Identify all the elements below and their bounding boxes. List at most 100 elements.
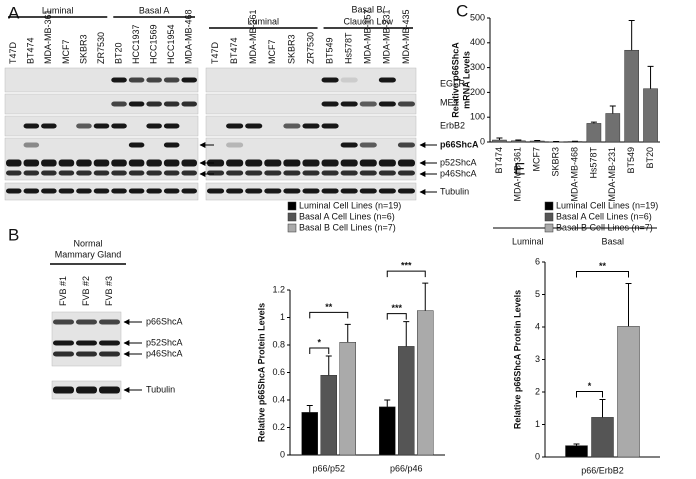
x-tick-label: BT474 xyxy=(494,147,504,174)
blot-band xyxy=(359,170,377,176)
bar xyxy=(565,445,588,458)
legend-swatch xyxy=(287,223,297,233)
lane-label: MDA-MB-468 xyxy=(184,9,194,64)
y-tick-label: 0.6 xyxy=(272,367,285,377)
blot-band xyxy=(128,188,145,194)
y-tick-label: 1 xyxy=(280,312,285,322)
lane-label: Hs578T xyxy=(344,32,354,64)
blot-band xyxy=(58,170,75,176)
group-label: Basal A xyxy=(139,5,170,15)
blot-band xyxy=(41,159,57,167)
blot-band xyxy=(76,340,97,346)
legend-label: Basal A Cell Lines (n=6) xyxy=(299,211,395,221)
lane-label: BT20 xyxy=(113,42,123,64)
blot-band xyxy=(58,188,75,194)
significance-bracket xyxy=(309,347,330,354)
legend-swatch xyxy=(544,201,554,211)
blot-band xyxy=(283,170,301,176)
y-axis-label: Relative p66ShcA xyxy=(450,42,460,118)
blot-band xyxy=(76,123,92,129)
legend-swatch xyxy=(544,223,554,233)
blot-band xyxy=(128,159,145,167)
lane-label: T47D xyxy=(210,41,220,64)
x-tick-label: MDA-MB-361 xyxy=(513,147,523,202)
blot-band xyxy=(283,188,301,194)
lane-label: FVB #1 xyxy=(58,276,68,306)
blot-band xyxy=(359,188,377,194)
blot-band xyxy=(58,159,75,167)
y-tick-label: 300 xyxy=(470,62,485,72)
lane-label: HCC1569 xyxy=(149,24,159,64)
blot-band xyxy=(397,142,415,148)
blot-band xyxy=(340,170,358,176)
error-bar xyxy=(625,282,632,327)
blot-band xyxy=(23,170,40,176)
error-bar xyxy=(609,105,616,114)
blot-band xyxy=(245,159,263,167)
lane-label: BT474 xyxy=(26,37,36,64)
significance-bracket xyxy=(309,311,349,319)
blot-band xyxy=(181,188,197,194)
blot-band xyxy=(283,123,301,129)
x-tick-label: MDA-MB-468 xyxy=(569,147,579,202)
blot-band xyxy=(321,101,339,107)
blot-band xyxy=(359,159,377,167)
blot-band xyxy=(321,123,339,129)
blot-band xyxy=(340,188,358,194)
error-bar xyxy=(344,323,351,343)
blot-band xyxy=(93,188,110,194)
blot-band xyxy=(340,142,358,148)
bar xyxy=(605,113,621,143)
blot-band xyxy=(128,77,145,83)
blot-band xyxy=(111,188,127,194)
lane-label: MDA-MB-361 xyxy=(248,9,258,64)
blot-band xyxy=(23,188,40,194)
blot-band xyxy=(99,386,120,394)
row-label: MET xyxy=(440,97,460,107)
blot-band xyxy=(99,319,120,325)
bar xyxy=(492,139,507,143)
error-bar xyxy=(384,399,391,407)
row-label: Tubulin xyxy=(146,384,175,394)
blot-band xyxy=(53,340,74,346)
blot-band xyxy=(128,101,145,107)
legend-label: Basal A Cell Lines (n=6) xyxy=(556,211,652,221)
blot-band xyxy=(181,170,197,176)
bar xyxy=(643,88,658,143)
blot-band xyxy=(146,123,162,129)
y-tick-label: 0 xyxy=(280,449,285,459)
blot-band xyxy=(146,101,162,107)
lane-label: HCC1937 xyxy=(131,24,141,64)
blot-band xyxy=(359,142,377,148)
row-label: p52ShcA xyxy=(440,157,477,167)
y-tick-label: 0.4 xyxy=(272,394,285,404)
bar xyxy=(591,417,614,458)
legend-swatch xyxy=(544,212,554,222)
blot-band xyxy=(226,159,244,167)
blot-panel xyxy=(205,67,417,93)
lane-label: ZR7530 xyxy=(96,32,106,64)
legend-label: Basal B Cell Lines (n=7) xyxy=(556,222,653,232)
blot-band xyxy=(76,386,97,394)
x-tick-label: p66/p52 xyxy=(312,463,345,473)
error-bar xyxy=(422,282,429,311)
blot-band xyxy=(378,159,396,167)
blot-band xyxy=(163,142,180,148)
x-tick-label: BT549 xyxy=(626,147,636,174)
lane-label: ZR7530 xyxy=(305,32,315,64)
lane-label: T47D xyxy=(8,41,18,64)
blot-band xyxy=(111,101,127,107)
blot-band xyxy=(41,123,57,129)
lane-label: FVB #2 xyxy=(81,276,91,306)
blot-band xyxy=(76,159,92,167)
y-tick-label: 3 xyxy=(535,354,540,364)
panel-label: B xyxy=(8,225,19,244)
error-bar xyxy=(515,139,522,141)
blot-band xyxy=(93,170,110,176)
x-tick-label: SKBR3 xyxy=(550,147,560,177)
blot-band xyxy=(76,319,97,325)
blot-band xyxy=(264,188,282,194)
significance-bracket xyxy=(576,390,603,398)
blot-band xyxy=(264,170,282,176)
error-bar xyxy=(647,65,654,89)
